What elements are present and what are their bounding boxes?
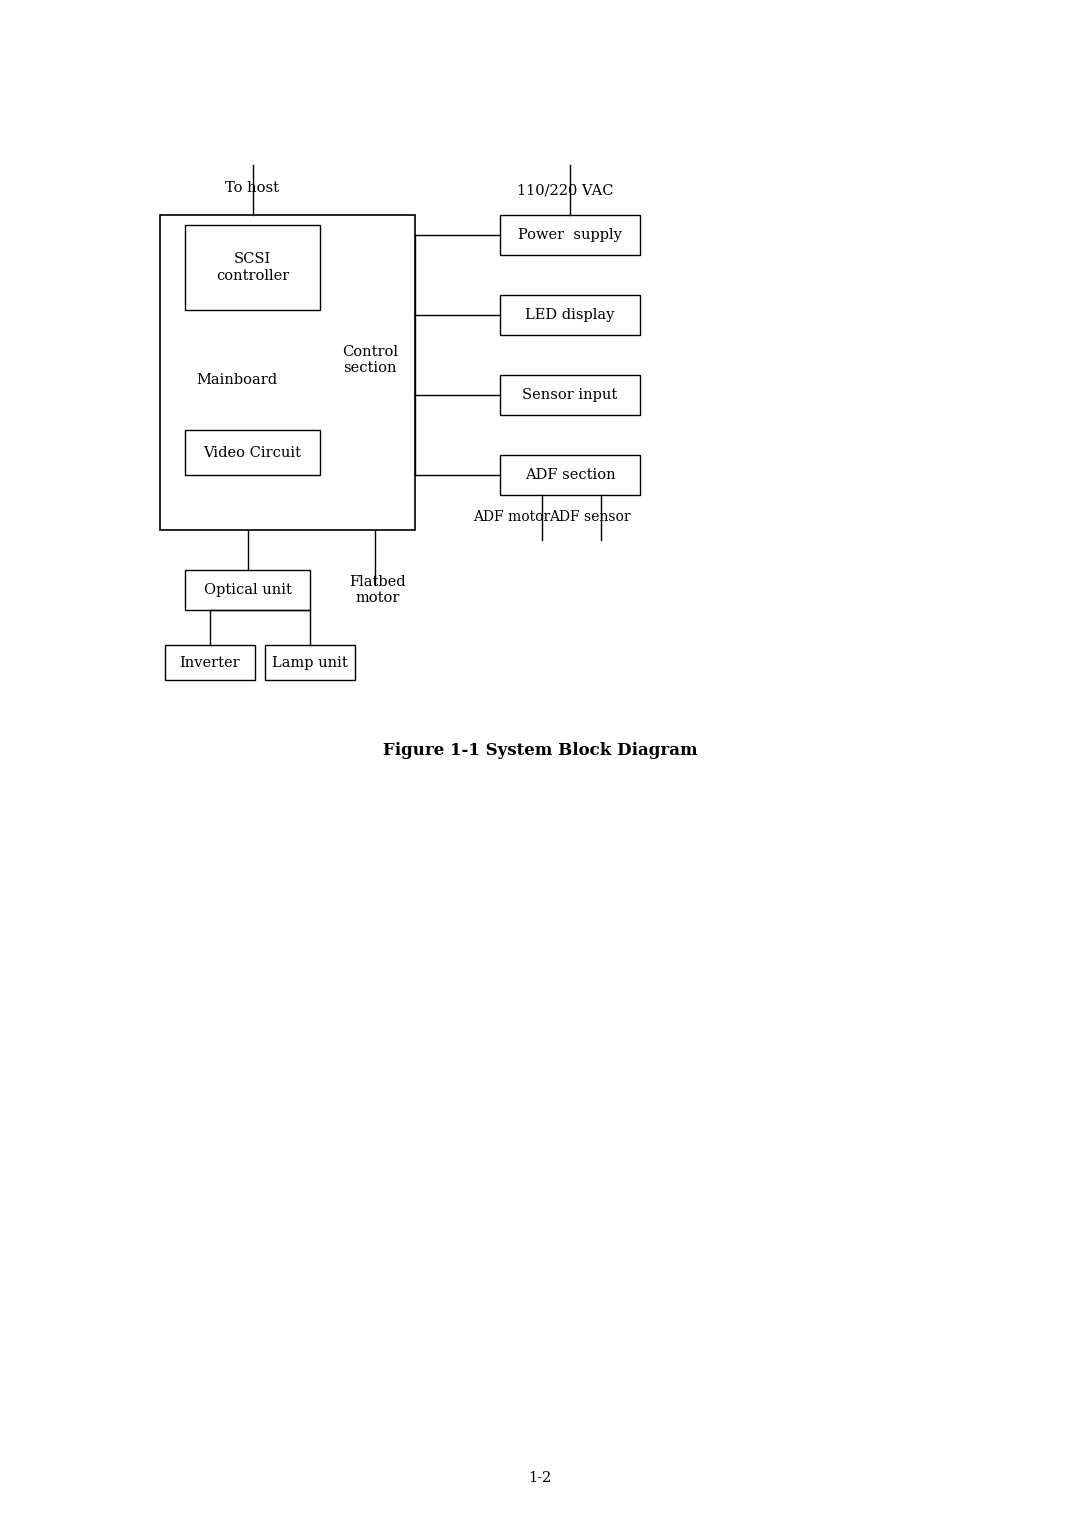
Text: 110/220 VAC: 110/220 VAC: [516, 183, 613, 197]
Bar: [185, 429, 320, 475]
Text: Flatbed
motor: Flatbed motor: [350, 575, 406, 605]
Text: Inverter: Inverter: [179, 656, 241, 669]
Text: SCSI
controller: SCSI controller: [216, 252, 289, 283]
Text: ADF sensor: ADF sensor: [550, 510, 631, 524]
Text: Figure 1-1 System Block Diagram: Figure 1-1 System Block Diagram: [382, 741, 698, 758]
Bar: [185, 225, 320, 310]
Bar: [160, 215, 415, 530]
Bar: [265, 645, 355, 680]
Text: Video Circuit: Video Circuit: [203, 446, 301, 460]
Text: Sensor input: Sensor input: [523, 388, 618, 402]
Text: ADF section: ADF section: [525, 468, 616, 481]
Text: Power  supply: Power supply: [518, 228, 622, 241]
Text: To host: To host: [225, 180, 279, 196]
Bar: [165, 645, 255, 680]
Text: Control
section: Control section: [342, 345, 399, 374]
Text: 1-2: 1-2: [528, 1471, 552, 1485]
Text: Optical unit: Optical unit: [203, 584, 292, 597]
Text: ADF motor: ADF motor: [473, 510, 551, 524]
Bar: [500, 374, 640, 416]
Text: LED display: LED display: [525, 309, 615, 322]
Bar: [185, 570, 310, 610]
Bar: [500, 295, 640, 335]
Text: Lamp unit: Lamp unit: [272, 656, 348, 669]
Text: Mainboard: Mainboard: [197, 373, 278, 387]
Bar: [500, 455, 640, 495]
Bar: [500, 215, 640, 255]
